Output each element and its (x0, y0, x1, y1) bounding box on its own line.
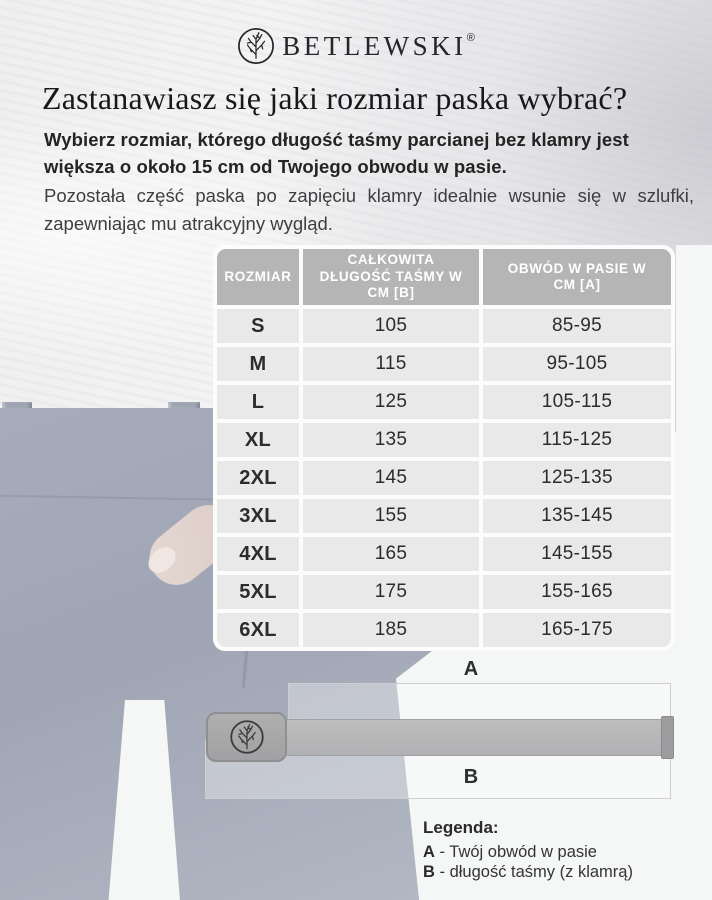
legend-key-b: B (423, 863, 435, 881)
waist-cell: 125-135 (483, 461, 671, 495)
legend-item-a: A - Twój obwód w pasie (423, 842, 633, 862)
legend-text-a: - Twój obwód w pasie (439, 843, 597, 861)
waist-cell: 95-105 (483, 347, 671, 381)
diagram-belt-tip (661, 716, 674, 759)
waist-cell: 115-125 (483, 423, 671, 457)
size-cell: 4XL (217, 537, 299, 571)
waist-cell: 155-165 (483, 575, 671, 609)
size-cell: 5XL (217, 575, 299, 609)
legend-heading: Legenda: (423, 818, 499, 837)
intro-regular-text: Pozostała część paska po zapięciu klamry… (44, 185, 694, 234)
diagram-label-b: B (463, 766, 479, 788)
size-cell: L (217, 385, 299, 419)
legend-text-b: - długość taśmy (z klamrą) (439, 863, 633, 881)
registered-mark: ® (466, 31, 475, 44)
table-row: L 125 105-115 (217, 385, 671, 419)
size-cell: 3XL (217, 499, 299, 533)
size-table-header-row: ROZMIAR CAŁKOWITA DŁUGOŚĆ TAŚMY W CM [B]… (217, 249, 671, 305)
diagram-belt-strap (284, 719, 666, 756)
waist-cell: 85-95 (483, 309, 671, 343)
table-row: 5XL 175 155-165 (217, 575, 671, 609)
length-cell: 105 (303, 309, 479, 343)
brand-logo: BETLEWSKI® (0, 24, 712, 68)
legend: Legenda: A - Twój obwód w pasie B - dług… (423, 818, 633, 882)
size-cell: XL (217, 423, 299, 457)
legend-key-a: A (423, 843, 435, 861)
size-cell: 2XL (217, 461, 299, 495)
waist-cell: 165-175 (483, 613, 671, 647)
table-row: 6XL 185 165-175 (217, 613, 671, 647)
right-background-panel (676, 245, 712, 900)
header-cell-strap-length: CAŁKOWITA DŁUGOŚĆ TAŚMY W CM [B] (303, 249, 479, 305)
waist-cell: 135-145 (483, 499, 671, 533)
table-row: 4XL 165 145-155 (217, 537, 671, 571)
diagram-belt-buckle (206, 712, 287, 762)
length-cell: 165 (303, 537, 479, 571)
size-table-body: S 105 85-95 M 115 95-105 L 125 105-115 XL 135 115-1… (217, 309, 671, 647)
length-cell: 175 (303, 575, 479, 609)
table-row: M 115 95-105 (217, 347, 671, 381)
legend-item-b: B - długość taśmy (z klamrą) (423, 862, 633, 882)
header-cell-waist: OBWÓD W PASIE W CM [A] (483, 249, 671, 305)
length-cell: 135 (303, 423, 479, 457)
tree-logo-icon (238, 28, 275, 64)
size-cell: M (217, 347, 299, 381)
table-row: 2XL 145 125-135 (217, 461, 671, 495)
length-cell: 115 (303, 347, 479, 381)
length-cell: 185 (303, 613, 479, 647)
size-cell: 6XL (217, 613, 299, 647)
length-cell: 145 (303, 461, 479, 495)
intro-bold-text: Wybierz rozmiar, którego długość taśmy p… (44, 129, 629, 177)
length-cell: 125 (303, 385, 479, 419)
table-row: S 105 85-95 (217, 309, 671, 343)
size-table: ROZMIAR CAŁKOWITA DŁUGOŚĆ TAŚMY W CM [B]… (213, 245, 675, 651)
diagram-label-a: A (463, 658, 479, 680)
brand-name: BETLEWSKI® (282, 30, 475, 61)
waist-cell: 145-155 (483, 537, 671, 571)
header-cell-size: ROZMIAR (217, 249, 299, 305)
waist-cell: 105-115 (483, 385, 671, 419)
size-cell: S (217, 309, 299, 343)
length-cell: 155 (303, 499, 479, 533)
tree-buckle-icon (229, 720, 264, 754)
table-row: 3XL 155 135-145 (217, 499, 671, 533)
table-row: XL 135 115-125 (217, 423, 671, 457)
page-title: Zastanawiasz się jaki rozmiar paska wybr… (42, 80, 628, 116)
